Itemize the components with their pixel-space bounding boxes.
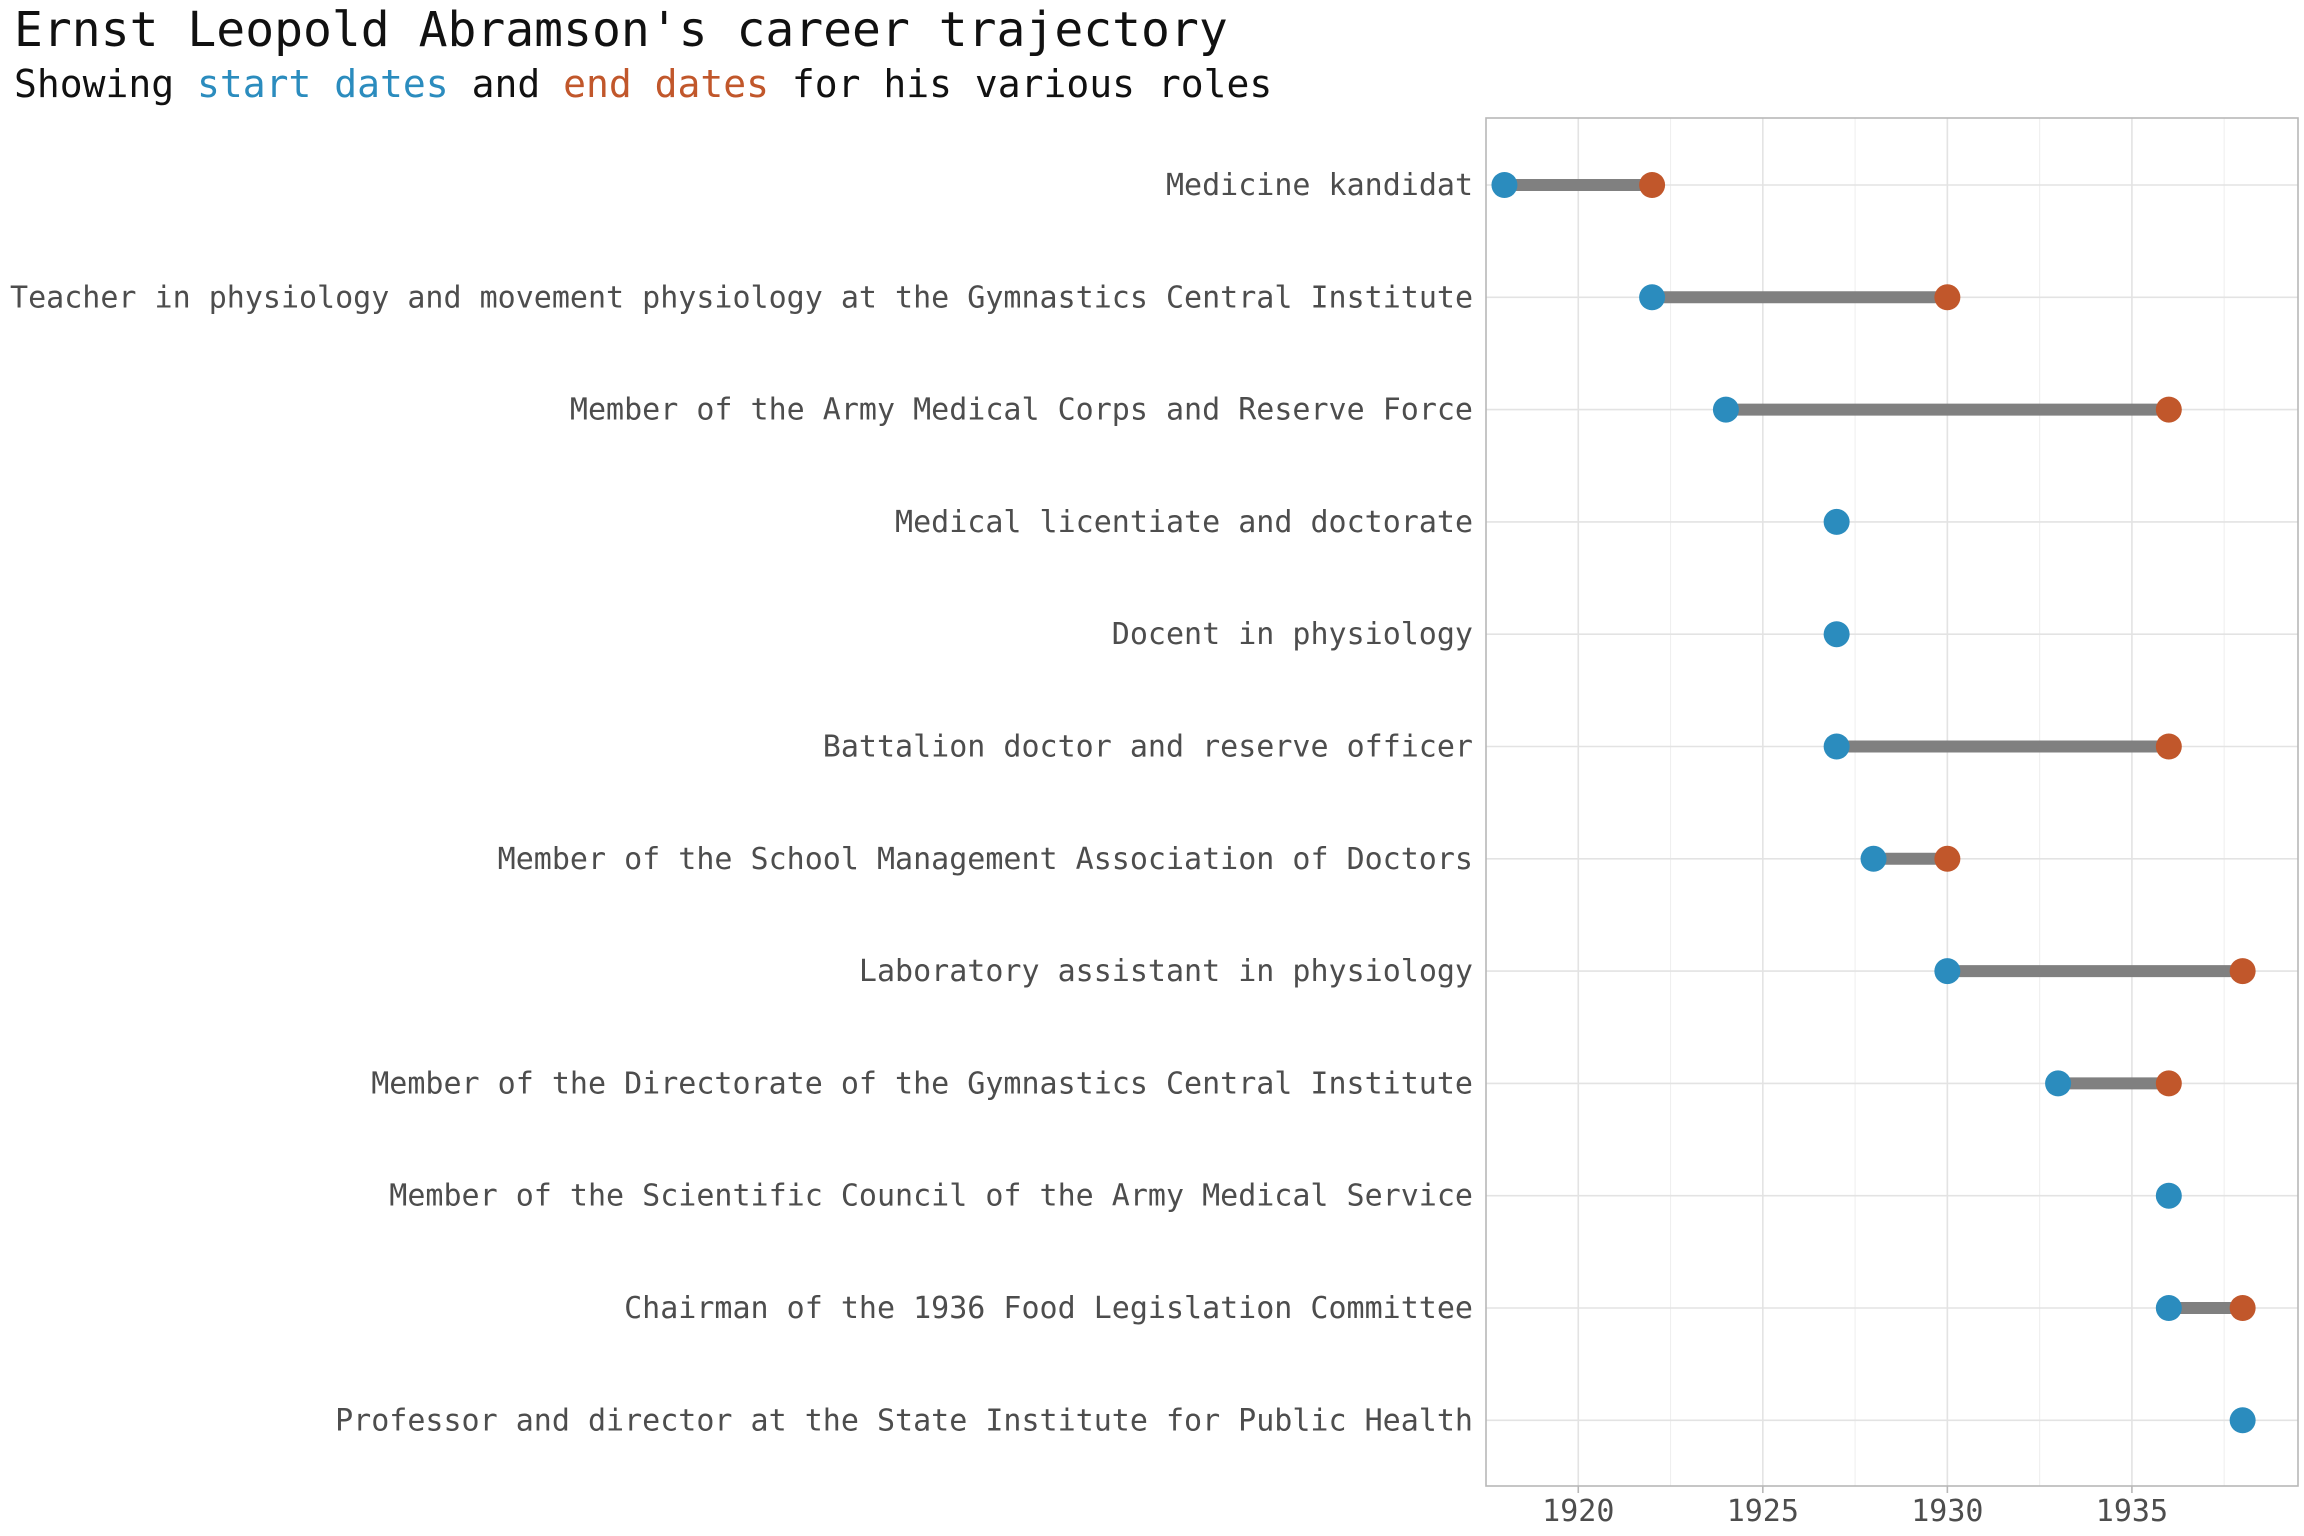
- plot-panel-border: [1485, 117, 2299, 1487]
- subtitle-part-3: end dates: [563, 62, 769, 106]
- start-point: [1934, 958, 1961, 985]
- end-point: [1639, 172, 1666, 198]
- role-label: Laboratory assistant in physiology: [859, 954, 1473, 989]
- role-points: [1491, 172, 2256, 1434]
- role-label: Member of the Army Medical Corps and Res…: [570, 393, 1473, 428]
- end-point: [2229, 958, 2256, 985]
- x-tick-label: 1935: [2096, 1494, 2168, 1529]
- role-label: Docent in physiology: [1112, 617, 1473, 652]
- role-label: Teacher in physiology and movement physi…: [10, 280, 1473, 315]
- start-point: [2045, 1070, 2072, 1097]
- end-point: [2155, 1070, 2182, 1097]
- x-tick-label: 1925: [1727, 1494, 1799, 1529]
- role-label: Battalion doctor and reserve officer: [823, 730, 1473, 765]
- end-point: [1934, 845, 1961, 872]
- start-point: [2155, 1182, 2182, 1209]
- subtitle-part-0: Showing: [14, 62, 197, 106]
- end-point: [2155, 396, 2182, 423]
- role-label: Member of the Scientific Council of the …: [389, 1179, 1473, 1214]
- start-point: [1712, 396, 1739, 423]
- start-point: [2229, 1407, 2256, 1434]
- role-label: Medical licentiate and doctorate: [895, 505, 1473, 540]
- role-label: Medicine kandidat: [1166, 168, 1473, 203]
- role-label: Chairman of the 1936 Food Legislation Co…: [624, 1291, 1473, 1326]
- end-point: [2155, 733, 2182, 760]
- role-label: Member of the Directorate of the Gymnast…: [371, 1066, 1473, 1101]
- x-tick-label: 1930: [1911, 1494, 1983, 1529]
- subtitle-part-2: and: [449, 62, 563, 106]
- start-point: [1639, 284, 1666, 311]
- chart-subtitle: Showing start dates and end dates for hi…: [14, 62, 1272, 106]
- grid-lines: [1485, 118, 2298, 1486]
- start-point: [1860, 845, 1887, 872]
- start-point: [1491, 172, 1518, 198]
- start-point: [1823, 621, 1850, 648]
- start-point: [2155, 1295, 2182, 1321]
- role-label: Professor and director at the State Inst…: [335, 1403, 1473, 1438]
- start-point: [1823, 508, 1850, 535]
- chart-title: Ernst Leopold Abramson's career trajecto…: [14, 2, 1228, 58]
- end-point: [1934, 284, 1961, 311]
- x-axis-ticks: 1920 1925 1930 1935: [1542, 1486, 2168, 1529]
- role-label: Member of the School Management Associat…: [498, 842, 1473, 877]
- subtitle-part-1: start dates: [197, 62, 449, 106]
- end-point: [2229, 1295, 2256, 1321]
- subtitle-part-4: for his various roles: [769, 62, 1272, 106]
- start-point: [1823, 733, 1850, 760]
- role-labels: Medicine kandidat Teacher in physiology a…: [10, 168, 1473, 1438]
- x-tick-label: 1920: [1542, 1494, 1614, 1529]
